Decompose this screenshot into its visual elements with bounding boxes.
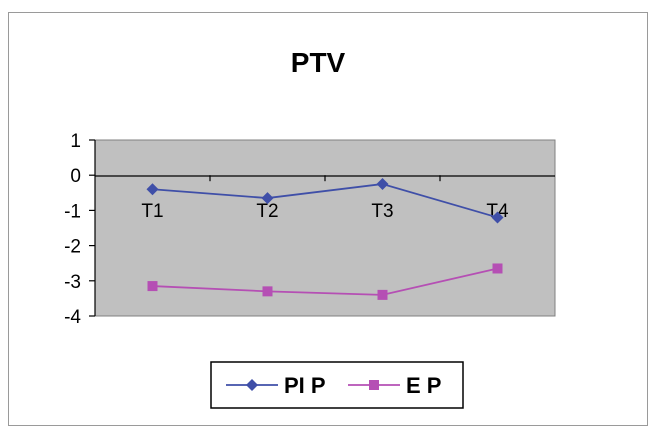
data-point	[261, 192, 274, 205]
legend: PI P E P	[210, 361, 464, 409]
y-tick-label: -3	[64, 272, 81, 293]
series-layer	[146, 178, 504, 300]
data-point	[491, 211, 504, 224]
y-tick-label: -4	[64, 307, 81, 328]
y-tick-label: -1	[64, 201, 81, 222]
x-tick-label: T3	[371, 201, 393, 222]
series-line	[152, 183, 498, 219]
legend-marker	[369, 380, 379, 390]
data-point	[146, 183, 159, 196]
chart-title: PTV	[291, 47, 346, 78]
data-point	[492, 263, 503, 274]
y-tick-label: 1	[70, 131, 81, 152]
legend-item: E P	[348, 373, 441, 398]
data-point	[377, 289, 388, 300]
x-tick-label: T2	[256, 201, 278, 222]
data-point	[262, 286, 273, 297]
x-tick-label: T1	[141, 201, 163, 222]
y-tick-label: -2	[64, 237, 81, 258]
y-tick-label: 0	[70, 166, 81, 187]
legend-item: PI P	[226, 373, 326, 398]
legend-marker	[246, 379, 258, 391]
series-line	[152, 267, 498, 296]
series-1	[146, 178, 504, 224]
data-point	[147, 281, 158, 292]
legend-label: PI P	[284, 373, 326, 398]
y-tick-group: 1 0 -1 -2 -3 -4	[64, 131, 95, 328]
data-point	[376, 178, 389, 190]
legend-label: E P	[406, 373, 441, 398]
plot-area	[94, 139, 556, 317]
series-2	[147, 263, 503, 300]
